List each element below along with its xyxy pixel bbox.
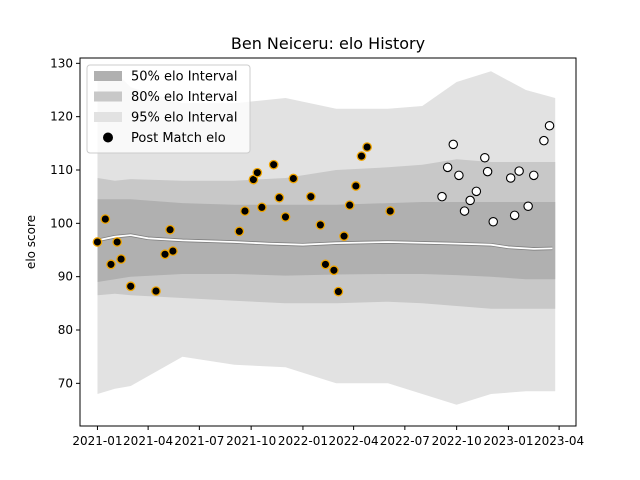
post-match-point bbox=[165, 224, 175, 235]
y-axis: 70 80 90 100 110 120 130 bbox=[50, 56, 80, 390]
future-points bbox=[437, 120, 555, 227]
post-match-point bbox=[106, 259, 116, 270]
post-match-point bbox=[234, 226, 245, 237]
band-50-area bbox=[97, 199, 556, 282]
post-match-point bbox=[315, 220, 326, 230]
post-match-point bbox=[274, 192, 285, 203]
legend: 50% elo Interval 80% elo Interval 95% elo … bbox=[86, 64, 251, 154]
future-point bbox=[437, 191, 447, 202]
future-point bbox=[480, 152, 490, 163]
mean-elo-line bbox=[97, 233, 553, 251]
x-tick-label: 2022-07 bbox=[380, 434, 430, 448]
legend-box bbox=[86, 64, 251, 154]
legend-items: 50% elo Interval 80% elo Interval 95% elo … bbox=[94, 70, 238, 146]
future-point bbox=[454, 170, 464, 181]
post-match-point bbox=[160, 249, 170, 260]
legend-marker bbox=[103, 132, 113, 143]
y-axis-label: elo score bbox=[24, 215, 38, 269]
future-point bbox=[471, 186, 482, 197]
x-tick-label: 2022-01 bbox=[278, 434, 328, 448]
legend-label: Post Match elo bbox=[131, 131, 226, 146]
post-match-point bbox=[280, 212, 291, 222]
post-match-point bbox=[333, 286, 344, 297]
y-tick-label: 80 bbox=[58, 323, 73, 337]
future-point bbox=[529, 170, 539, 181]
post-match-point bbox=[168, 246, 178, 256]
post-match-point bbox=[268, 159, 279, 170]
plot-area bbox=[79, 57, 577, 427]
post-match-point bbox=[329, 265, 339, 276]
post-match-point bbox=[288, 173, 299, 184]
x-tick-label: 2023-01 bbox=[483, 434, 533, 448]
x-tick-label: 2023-04 bbox=[534, 434, 584, 448]
post-match-point bbox=[240, 206, 250, 216]
post-match-point bbox=[362, 142, 372, 152]
x-tick-label: 2021-04 bbox=[123, 434, 173, 448]
post-match-point bbox=[344, 200, 355, 211]
y-tick-label: 100 bbox=[50, 216, 73, 230]
post-match-point bbox=[320, 259, 331, 270]
y-tick-label: 110 bbox=[50, 163, 73, 177]
post-match-point bbox=[385, 206, 396, 216]
legend-swatch bbox=[94, 112, 122, 122]
x-tick-label: 2021-01 bbox=[72, 434, 122, 448]
x-axis: 2021-01 2021-04 2021-07 2021-10 2022-01 2022-… bbox=[72, 426, 584, 448]
plot-frame bbox=[79, 57, 577, 427]
post-match-point bbox=[116, 254, 126, 264]
y-tick-label: 90 bbox=[58, 270, 73, 284]
legend-swatch bbox=[94, 71, 122, 81]
x-tick-label: 2022-10 bbox=[432, 434, 482, 448]
future-point bbox=[523, 201, 533, 212]
future-point bbox=[509, 210, 520, 221]
post-match-point bbox=[351, 181, 361, 191]
mean-line bbox=[97, 234, 553, 250]
chart-title: Ben Neiceru: elo History bbox=[231, 34, 425, 53]
future-point bbox=[448, 139, 459, 150]
legend-label: 80% elo Interval bbox=[131, 90, 238, 105]
future-point bbox=[482, 166, 493, 177]
future-point bbox=[459, 206, 470, 216]
post-match-points bbox=[92, 142, 396, 297]
x-tick-label: 2021-07 bbox=[174, 434, 224, 448]
post-match-point bbox=[252, 167, 263, 178]
future-point bbox=[514, 166, 524, 176]
future-point bbox=[539, 135, 549, 146]
x-tick-label: 2022-04 bbox=[329, 434, 379, 448]
legend-label: 95% elo Interval bbox=[131, 111, 238, 126]
post-match-point bbox=[112, 237, 123, 247]
future-point bbox=[544, 120, 555, 131]
post-match-point bbox=[151, 286, 161, 296]
post-match-point bbox=[256, 202, 267, 213]
post-match-point bbox=[305, 191, 316, 202]
post-match-point bbox=[356, 151, 367, 161]
y-tick-label: 130 bbox=[50, 56, 73, 70]
y-tick-label: 120 bbox=[50, 110, 73, 124]
y-tick-label: 70 bbox=[58, 376, 73, 390]
legend-label: 50% elo Interval bbox=[131, 70, 238, 85]
future-point bbox=[505, 173, 516, 183]
x-tick-label: 2021-10 bbox=[226, 434, 276, 448]
future-point bbox=[442, 162, 453, 173]
future-point bbox=[488, 216, 498, 227]
post-match-point bbox=[339, 231, 349, 241]
post-match-point bbox=[125, 281, 136, 292]
band-50-interval bbox=[97, 199, 556, 282]
post-match-point bbox=[92, 237, 103, 247]
post-match-point bbox=[100, 214, 111, 224]
legend-swatch bbox=[94, 91, 122, 102]
future-point bbox=[465, 195, 475, 206]
